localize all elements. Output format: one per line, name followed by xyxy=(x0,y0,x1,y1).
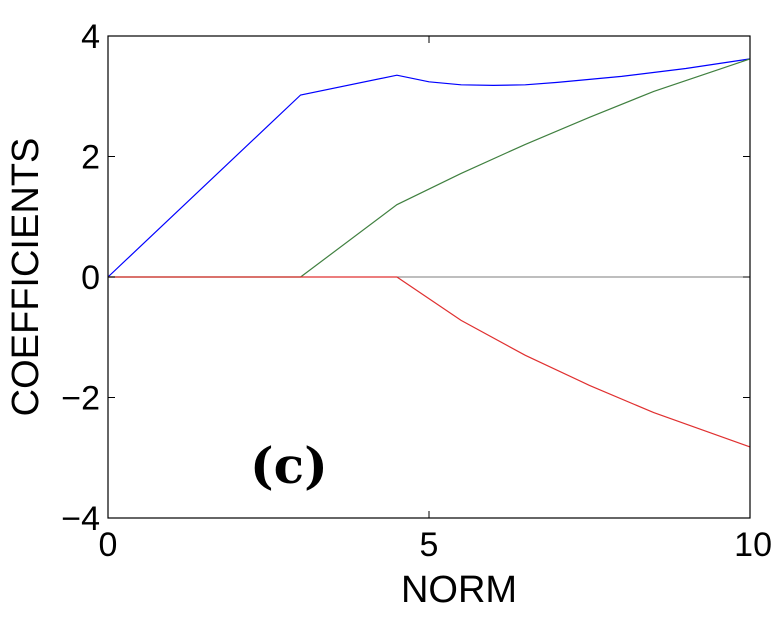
x-tick-label: 0 xyxy=(99,526,118,564)
x-tick-label: 5 xyxy=(420,526,439,564)
panel-annotation: (c) xyxy=(250,436,328,495)
tick-layer: 0 5 10 −4 −2 0 2 4 xyxy=(61,18,772,564)
y-tick-label: 2 xyxy=(81,139,100,177)
series-line-0 xyxy=(107,58,751,278)
series-line-2 xyxy=(108,276,751,448)
y-tick-label: −4 xyxy=(61,500,100,538)
x-tick-label: 10 xyxy=(734,526,772,564)
y-tick-label: 4 xyxy=(81,18,100,56)
y-tick-label: 0 xyxy=(81,259,100,297)
series-line-1 xyxy=(108,58,751,278)
y-tick-label: −2 xyxy=(61,380,100,418)
x-axis-label: NORM xyxy=(401,569,517,611)
y-axis-label: COEFFICIENTS xyxy=(5,138,47,417)
series-layer xyxy=(107,58,751,448)
